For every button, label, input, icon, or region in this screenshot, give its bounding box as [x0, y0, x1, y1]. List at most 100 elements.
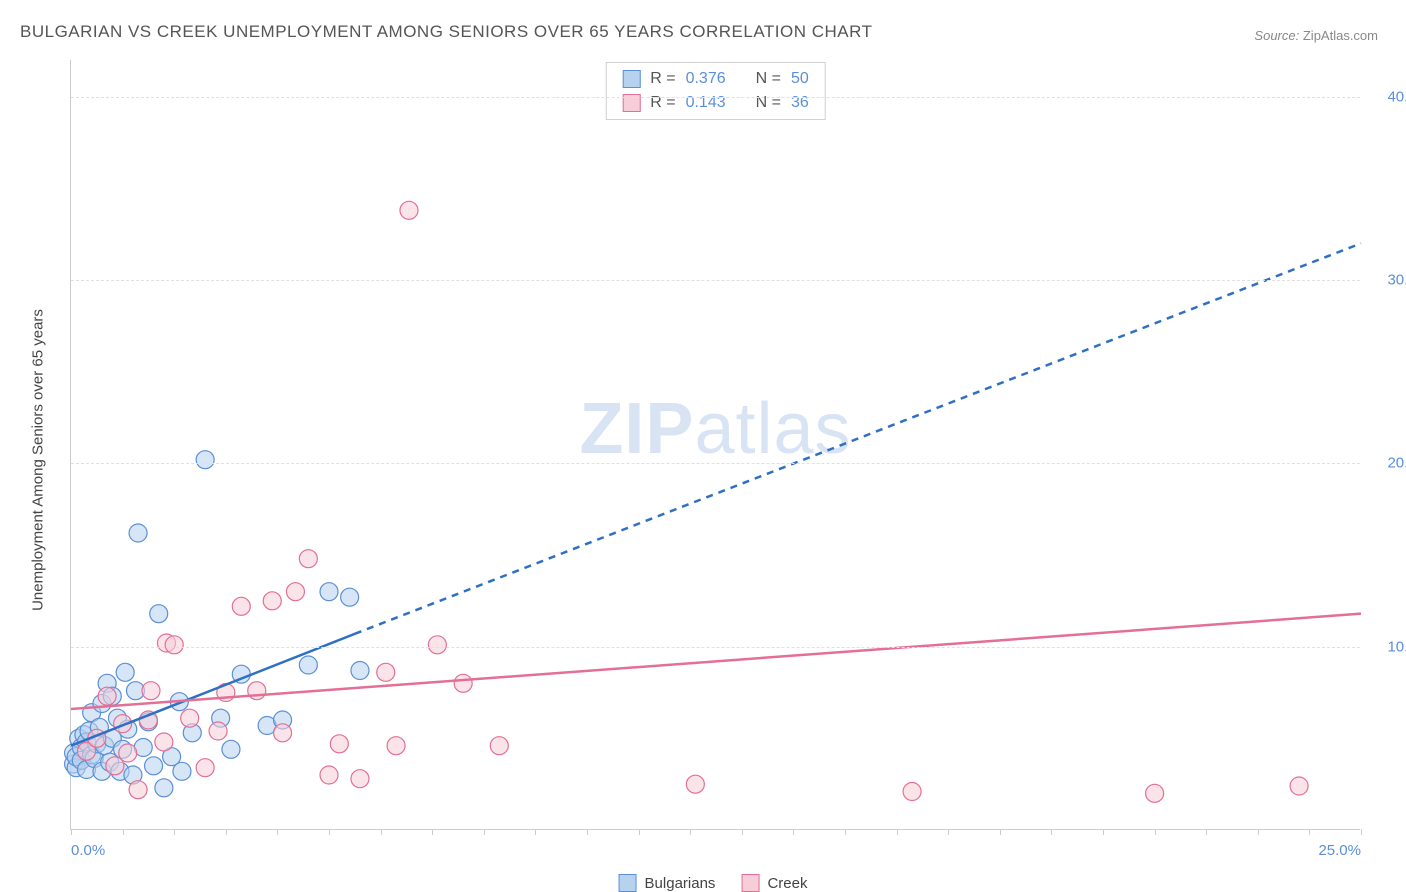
scatter-point	[351, 662, 369, 680]
x-tick	[1361, 829, 1362, 835]
x-tick	[329, 829, 330, 835]
trend-line	[355, 243, 1361, 634]
stat-r-value: 0.143	[686, 91, 726, 115]
scatter-point	[196, 451, 214, 469]
scatter-point	[222, 740, 240, 758]
stats-box: R =0.376N =50R =0.143N =36	[605, 62, 826, 120]
scatter-point	[903, 783, 921, 801]
x-tick	[690, 829, 691, 835]
scatter-point	[454, 674, 472, 692]
source-label: Source:	[1254, 28, 1299, 43]
y-tick-label: 20.0%	[1387, 455, 1406, 472]
x-tick	[1155, 829, 1156, 835]
gridline-h	[71, 647, 1360, 648]
scatter-point	[286, 583, 304, 601]
x-tick	[1258, 829, 1259, 835]
x-tick	[226, 829, 227, 835]
x-tick	[381, 829, 382, 835]
trend-line	[71, 614, 1361, 709]
x-tick	[845, 829, 846, 835]
gridline-h	[71, 463, 1360, 464]
plot-svg	[71, 60, 1360, 829]
source-credit: Source: ZipAtlas.com	[1254, 28, 1378, 43]
bottom-legend: Bulgarians Creek	[619, 874, 808, 892]
x-tick	[587, 829, 588, 835]
scatter-point	[142, 682, 160, 700]
x-tick	[432, 829, 433, 835]
scatter-point	[196, 759, 214, 777]
scatter-point	[341, 588, 359, 606]
gridline-h	[71, 280, 1360, 281]
stats-swatch	[622, 70, 640, 88]
stats-row: R = 0.376 N = 50	[622, 67, 809, 91]
scatter-point	[320, 766, 338, 784]
scatter-point	[129, 524, 147, 542]
scatter-point	[1146, 784, 1164, 802]
chart-area: Unemployment Among Seniors over 65 years…	[48, 60, 1378, 860]
x-tick	[1000, 829, 1001, 835]
source-value: ZipAtlas.com	[1303, 28, 1378, 43]
scatter-point	[428, 636, 446, 654]
scatter-point	[173, 762, 191, 780]
gridline-h	[71, 97, 1360, 98]
scatter-point	[165, 636, 183, 654]
scatter-point	[116, 663, 134, 681]
scatter-point	[377, 663, 395, 681]
x-tick	[174, 829, 175, 835]
scatter-point	[400, 201, 418, 219]
y-tick-label: 30.0%	[1387, 272, 1406, 289]
x-tick	[742, 829, 743, 835]
chart-title: BULGARIAN VS CREEK UNEMPLOYMENT AMONG SE…	[20, 22, 872, 42]
x-tick	[123, 829, 124, 835]
scatter-point	[274, 724, 292, 742]
scatter-point	[150, 605, 168, 623]
scatter-point	[263, 592, 281, 610]
scatter-point	[98, 687, 116, 705]
x-tick	[484, 829, 485, 835]
stat-r-value: 0.376	[686, 67, 726, 91]
y-tick-label: 40.0%	[1387, 88, 1406, 105]
stats-row: R =0.143N =36	[622, 91, 809, 115]
scatter-point	[155, 733, 173, 751]
scatter-point	[129, 781, 147, 799]
scatter-point	[686, 775, 704, 793]
x-tick-label: 0.0%	[71, 842, 105, 859]
legend-item: Bulgarians	[619, 874, 716, 892]
x-tick	[793, 829, 794, 835]
stat-n-value: 50	[791, 67, 809, 91]
scatter-point	[351, 770, 369, 788]
stat-n-label: N =	[756, 67, 781, 91]
legend-swatch	[619, 874, 637, 892]
scatter-point	[299, 656, 317, 674]
scatter-point	[181, 709, 199, 727]
scatter-point	[155, 779, 173, 797]
scatter-point	[330, 735, 348, 753]
x-tick	[897, 829, 898, 835]
stat-r-label: R =	[650, 91, 675, 115]
scatter-point	[320, 583, 338, 601]
legend-label: Bulgarians	[645, 875, 716, 892]
y-axis-label: Unemployment Among Seniors over 65 years	[30, 309, 47, 611]
x-tick	[639, 829, 640, 835]
x-tick	[71, 829, 72, 835]
legend-swatch	[741, 874, 759, 892]
scatter-point	[209, 722, 227, 740]
scatter-point	[119, 744, 137, 762]
x-tick	[1051, 829, 1052, 835]
stat-r-label: R =	[650, 67, 675, 91]
scatter-point	[490, 737, 508, 755]
scatter-point	[1290, 777, 1308, 795]
plot-area: ZIPatlas R =0.376N =50R =0.143N =36 10.0…	[70, 60, 1360, 830]
scatter-point	[232, 597, 250, 615]
x-tick	[1103, 829, 1104, 835]
legend-item: Creek	[741, 874, 807, 892]
stat-n-label: N =	[756, 91, 781, 115]
x-tick	[1206, 829, 1207, 835]
x-tick	[1309, 829, 1310, 835]
x-tick-label: 25.0%	[1318, 842, 1361, 859]
scatter-point	[387, 737, 405, 755]
x-tick	[948, 829, 949, 835]
scatter-point	[145, 757, 163, 775]
x-tick	[535, 829, 536, 835]
legend-label: Creek	[767, 875, 807, 892]
